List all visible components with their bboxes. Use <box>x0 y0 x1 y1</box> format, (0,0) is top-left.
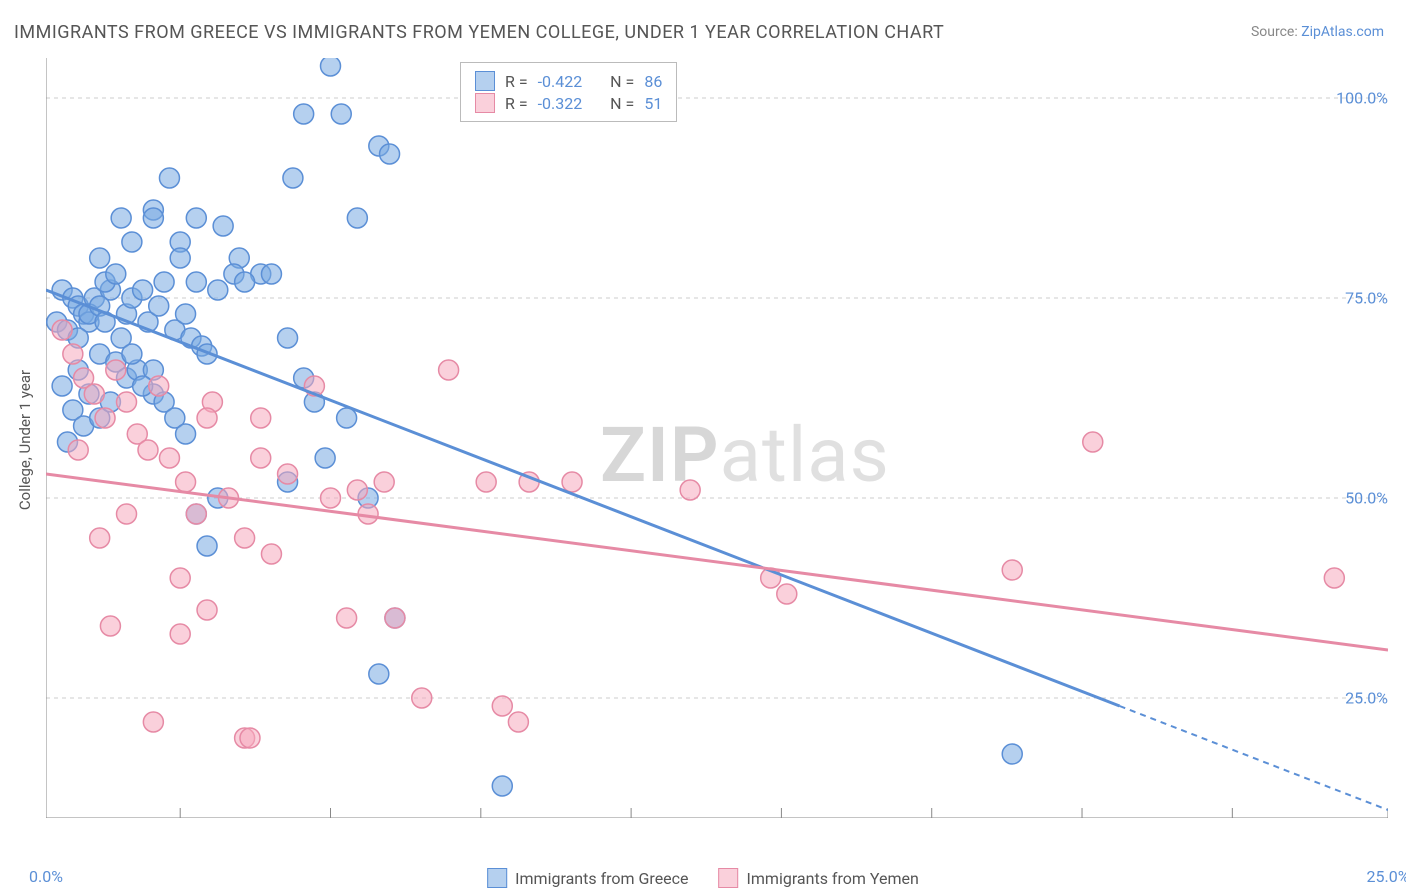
r-label: R = <box>505 72 528 91</box>
legend-item-yemen: Immigrants from Yemen <box>719 868 919 888</box>
n-label: N = <box>610 72 634 91</box>
chart-title: IMMIGRANTS FROM GREECE VS IMMIGRANTS FRO… <box>14 22 944 43</box>
swatch-greece <box>475 71 495 91</box>
source-label: Source: <box>1251 24 1298 40</box>
chart-plot-area <box>46 58 1388 818</box>
legend-label-yemen: Immigrants from Yemen <box>747 869 919 888</box>
n-value-greece: 86 <box>644 72 662 91</box>
source-link[interactable]: ZipAtlas.com <box>1301 24 1384 40</box>
swatch-greece-icon <box>487 868 507 888</box>
legend-label-greece: Immigrants from Greece <box>515 869 688 888</box>
x-tick-label: 0.0% <box>29 867 63 886</box>
x-tick-label: 25.0% <box>1367 867 1406 886</box>
y-axis-label: College, Under 1 year <box>16 370 34 510</box>
legend-row-yemen: R = -0.322 N = 51 <box>475 93 662 113</box>
swatch-yemen <box>475 93 495 113</box>
r-value-greece: -0.422 <box>538 72 583 91</box>
r-label: R = <box>505 94 528 113</box>
series-legend: Immigrants from Greece Immigrants from Y… <box>487 868 919 888</box>
n-value-yemen: 51 <box>644 94 662 113</box>
scatter-chart-svg <box>46 58 1388 818</box>
legend-row-greece: R = -0.422 N = 86 <box>475 71 662 91</box>
y-tick-label: 50.0% <box>1345 489 1388 508</box>
swatch-yemen-icon <box>719 868 739 888</box>
y-tick-label: 25.0% <box>1345 689 1388 708</box>
r-value-yemen: -0.322 <box>538 94 583 113</box>
y-tick-label: 75.0% <box>1345 289 1388 308</box>
source-attribution: Source: ZipAtlas.com <box>1251 24 1384 40</box>
y-tick-label: 100.0% <box>1336 89 1388 108</box>
legend-item-greece: Immigrants from Greece <box>487 868 688 888</box>
n-label: N = <box>610 94 634 113</box>
correlation-legend: R = -0.422 N = 86 R = -0.322 N = 51 <box>460 62 677 122</box>
